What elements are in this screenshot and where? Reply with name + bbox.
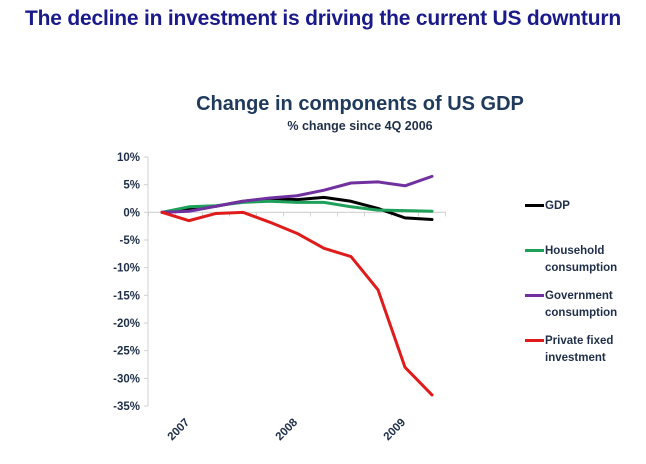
y-tick-label: -10% bbox=[113, 263, 140, 275]
y-tick-label: -15% bbox=[113, 290, 140, 302]
y-tick-label: 10% bbox=[117, 152, 140, 164]
series-lines bbox=[160, 174, 434, 397]
y-tick-label: -25% bbox=[113, 346, 140, 358]
chart-title: Change in components of US GDP bbox=[196, 93, 524, 115]
y-tick-labels: 10% 5% 0% -5% -10% -15% -20% -25% -30% -35% bbox=[113, 152, 140, 413]
y-tick-label: -20% bbox=[113, 318, 140, 330]
y-tick-label: -35% bbox=[113, 401, 140, 413]
chart-subtitle: % change since 4Q 2006 bbox=[287, 119, 433, 133]
x-tick-label: 2009 bbox=[382, 417, 409, 444]
legend-label: GDP bbox=[545, 200, 570, 212]
series-line-private-fixed-investment bbox=[160, 210, 434, 397]
legend-swatch-government bbox=[525, 294, 544, 297]
legend-item-household-consumption: Household consumption bbox=[525, 243, 645, 277]
x-tick-label: 2008 bbox=[274, 416, 301, 443]
x-tick-labels: 2007 2008 2009 bbox=[166, 416, 409, 443]
legend-item-gdp: GDP bbox=[525, 198, 645, 215]
legend-item-government-consumption: Government consumption bbox=[525, 288, 645, 322]
legend-swatch-investment bbox=[525, 339, 544, 342]
legend-label: Private fixed investment bbox=[545, 335, 614, 364]
legend-swatch-household bbox=[525, 249, 544, 252]
y-tick-label: -5% bbox=[120, 235, 140, 247]
series-line-household-consumption bbox=[160, 199, 434, 214]
legend-item-private-fixed-investment: Private fixed investment bbox=[525, 333, 645, 367]
x-tick-label: 2007 bbox=[166, 417, 193, 444]
axes bbox=[144, 156, 446, 407]
slide-title: The decline in investment is driving the… bbox=[25, 7, 621, 30]
y-tick-label: -30% bbox=[113, 373, 140, 385]
legend-label: Household consumption bbox=[545, 245, 618, 274]
y-tick-label: 0% bbox=[123, 207, 140, 219]
series-line-government-consumption bbox=[160, 174, 434, 214]
legend-label: Government consumption bbox=[545, 290, 618, 319]
legend-swatch-gdp bbox=[525, 204, 544, 207]
y-tick-label: 5% bbox=[123, 180, 140, 192]
